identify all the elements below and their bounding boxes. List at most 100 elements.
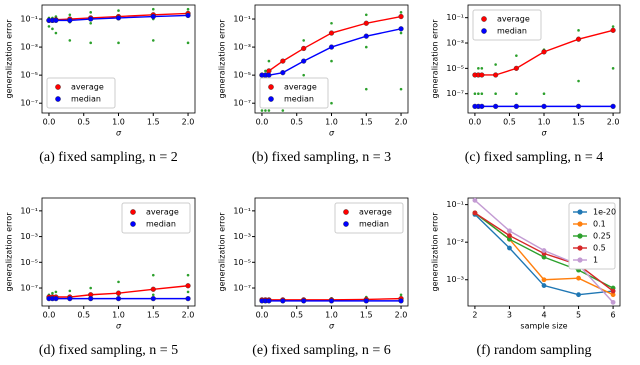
y-tick-label: 10⁻³: [233, 43, 251, 52]
legend: average median: [259, 77, 329, 109]
series-point: [610, 27, 616, 33]
x-axis-label: σ: [329, 129, 335, 138]
series-point: [67, 17, 73, 23]
legend-marker: [130, 209, 136, 215]
series-point: [363, 298, 369, 304]
series-point: [541, 103, 547, 109]
y-tick-label: 10⁻³: [20, 43, 38, 52]
series-point: [150, 286, 156, 292]
x-axis-label: σ: [116, 322, 122, 331]
sample-point: [117, 280, 120, 284]
legend-label: average: [497, 15, 530, 24]
sample-point: [577, 79, 580, 83]
series-point: [472, 197, 478, 203]
y-tick-label: 10⁻⁵: [233, 258, 251, 267]
series-point: [67, 296, 73, 302]
legend-label: average: [359, 208, 392, 217]
series-point: [610, 288, 616, 294]
x-tick-label: 1.0: [325, 311, 338, 320]
legend-marker: [577, 209, 583, 215]
sample-point: [302, 39, 305, 42]
y-axis-label: generalization error: [431, 19, 440, 99]
x-tick-label: 1.0: [325, 118, 338, 127]
legend-marker: [268, 96, 274, 102]
series-point: [115, 15, 122, 21]
legend: average median: [334, 202, 404, 234]
y-tick-label: 10⁻³: [20, 232, 38, 241]
sample-point: [281, 109, 285, 112]
series-point: [150, 13, 156, 20]
sample-point: [267, 59, 271, 63]
legend-marker: [343, 221, 349, 227]
x-tick-label: 1.5: [147, 311, 160, 320]
legend: average median: [472, 9, 542, 41]
legend-label: median: [146, 220, 176, 229]
series-point: [541, 283, 547, 288]
legend-marker: [481, 16, 487, 22]
sample-point: [68, 13, 72, 17]
series-point: [115, 296, 122, 302]
series-point: [280, 298, 286, 304]
sample-point: [480, 92, 484, 96]
sample-point: [264, 109, 267, 112]
sample-point: [477, 92, 480, 96]
series-point: [576, 275, 581, 281]
x-tick-label: 0.0: [43, 118, 56, 127]
legend-marker: [130, 221, 136, 227]
legend-box: [121, 202, 191, 234]
x-tick-label: 6: [611, 311, 616, 320]
x-tick-label: 0.5: [77, 118, 90, 127]
legend-box: [334, 202, 404, 234]
y-tick-label: 10⁻⁵: [20, 258, 38, 267]
legend: average median: [46, 77, 116, 109]
series-point: [328, 44, 335, 50]
x-tick-label: 1.5: [360, 311, 373, 320]
x-tick-label: 0.5: [77, 311, 90, 320]
series-point: [363, 33, 369, 39]
legend-label: average: [146, 208, 179, 217]
sample-point: [51, 27, 54, 31]
sample-point: [89, 286, 92, 290]
sample-point: [330, 21, 333, 25]
y-tick-label: 10⁻⁵: [446, 64, 464, 73]
series-point: [328, 30, 335, 36]
sample-point: [399, 31, 403, 35]
legend-marker: [577, 221, 583, 227]
sample-point: [515, 92, 518, 96]
sample-point: [480, 67, 484, 70]
series-point: [398, 26, 404, 32]
x-tick-label: 0.0: [256, 311, 269, 320]
sample-point: [89, 21, 92, 25]
legend-label: median: [284, 95, 314, 104]
sample-point: [611, 25, 615, 28]
sample-point: [611, 67, 615, 70]
y-tick-label: 10⁻⁷: [20, 99, 38, 108]
x-tick-label: 1.5: [572, 118, 585, 127]
sample-point: [186, 290, 190, 294]
sample-point: [117, 9, 120, 12]
sample-point: [577, 29, 580, 32]
legend-box: [568, 202, 616, 270]
sample-point: [151, 273, 155, 277]
x-tick-label: 2.0: [182, 311, 195, 320]
sample-point: [68, 39, 72, 42]
series-point: [185, 12, 191, 19]
x-tick-label: 1.0: [112, 311, 125, 320]
legend-marker: [55, 84, 61, 90]
series-point: [513, 103, 519, 109]
legend: 1e-20 0.1 0.25 0.5 1: [568, 202, 616, 270]
series-point: [280, 70, 286, 76]
legend-marker: [343, 209, 349, 215]
y-tick-label: 10⁻⁷: [233, 99, 251, 108]
sample-point: [89, 41, 92, 45]
y-tick-label: 10⁻⁵: [233, 71, 251, 80]
series-point: [88, 296, 94, 302]
sample-point: [151, 39, 155, 42]
y-tick-label: 10⁻³: [233, 232, 251, 241]
sample-point: [542, 92, 546, 96]
legend-label: median: [497, 27, 527, 36]
legend-label: average: [71, 83, 104, 92]
sample-point: [186, 7, 190, 11]
sample-point: [47, 25, 51, 28]
sample-point: [515, 54, 518, 57]
